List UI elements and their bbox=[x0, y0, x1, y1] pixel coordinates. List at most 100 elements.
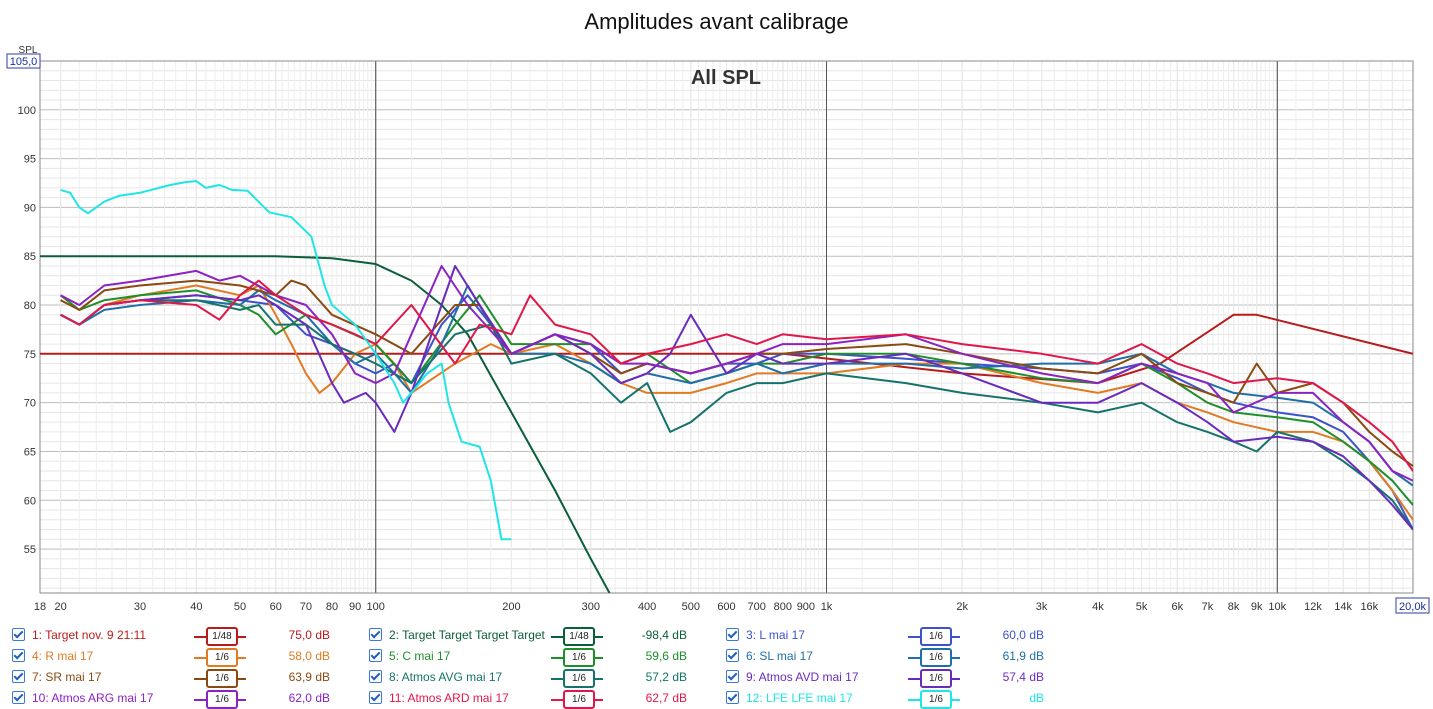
legend-checkbox[interactable] bbox=[12, 649, 25, 662]
legend-checkbox[interactable] bbox=[726, 670, 739, 683]
series-line-9 bbox=[60, 265, 1413, 531]
legend-label: 5: C mai 17 bbox=[389, 649, 451, 663]
curves bbox=[40, 180, 1413, 593]
legend-checkbox[interactable] bbox=[369, 649, 382, 662]
x-tick-label: 4k bbox=[1092, 601, 1104, 613]
x-max-label: 20,0k bbox=[1399, 601, 1426, 613]
legend-value: 63,9 dB bbox=[288, 670, 330, 684]
x-tick-label: 10k bbox=[1268, 601, 1286, 613]
x-tick-label: 200 bbox=[502, 601, 520, 613]
x-tick-label: 12k bbox=[1304, 601, 1322, 613]
smoothing-button[interactable]: 1/6 bbox=[206, 690, 238, 709]
legend-item: 4: R mai 17 1/6 58,0 dB bbox=[12, 647, 362, 667]
legend-checkbox[interactable] bbox=[12, 691, 25, 704]
x-tick-label: 800 bbox=[774, 601, 792, 613]
smoothing-button[interactable]: 1/48 bbox=[563, 627, 595, 646]
x-tick-label: 7k bbox=[1202, 601, 1214, 613]
legend-value: -98,4 dB bbox=[641, 628, 687, 642]
x-tick-label: 2k bbox=[956, 601, 968, 613]
x-tick-label: 600 bbox=[717, 601, 735, 613]
legend-checkbox[interactable] bbox=[369, 628, 382, 641]
legend-checkbox[interactable] bbox=[726, 628, 739, 641]
y-axis-label: SPL bbox=[19, 45, 38, 56]
y-tick-label: 85 bbox=[24, 251, 36, 263]
legend-item: 2: Target Target Target Target 1/48 -98,4 … bbox=[369, 626, 719, 646]
legend-value: 61,9 dB bbox=[1002, 649, 1044, 663]
legend-item: 9: Atmos AVD mai 17 1/6 57,4 dB bbox=[726, 668, 1076, 688]
series-line-12 bbox=[60, 180, 512, 541]
x-tick-label: 60 bbox=[270, 601, 282, 613]
legend-label: 6: SL mai 17 bbox=[746, 649, 813, 663]
legend-item: 3: L mai 17 1/6 60,0 dB bbox=[726, 626, 1076, 646]
smoothing-button[interactable]: 1/6 bbox=[920, 648, 952, 667]
y-tick-label: 100 bbox=[18, 105, 36, 117]
series-line-10 bbox=[60, 265, 1413, 482]
y-tick-label: 65 bbox=[24, 446, 36, 458]
legend-item: 10: Atmos ARG mai 17 1/6 62,0 dB bbox=[12, 689, 362, 709]
x-tick-label: 400 bbox=[638, 601, 656, 613]
legend-value: 62,0 dB bbox=[288, 691, 330, 705]
legend-label: 8: Atmos AVG mai 17 bbox=[389, 670, 503, 684]
legend-checkbox[interactable] bbox=[12, 670, 25, 683]
smoothing-button[interactable]: 1/6 bbox=[920, 627, 952, 646]
smoothing-button[interactable]: 1/6 bbox=[206, 648, 238, 667]
legend-value: 60,0 dB bbox=[1002, 628, 1044, 642]
legend-item: 8: Atmos AVG mai 17 1/6 57,2 dB bbox=[369, 668, 719, 688]
x-tick-label: 500 bbox=[682, 601, 700, 613]
legend-label: 4: R mai 17 bbox=[32, 649, 94, 663]
smoothing-button[interactable]: 1/6 bbox=[563, 690, 595, 709]
x-tick-label: 16k bbox=[1360, 601, 1378, 613]
smoothing-button[interactable]: 1/6 bbox=[563, 669, 595, 688]
y-max-box bbox=[6, 53, 41, 69]
legend-item: 5: C mai 17 1/6 59,6 dB bbox=[369, 647, 719, 667]
legend-checkbox[interactable] bbox=[726, 649, 739, 662]
x-tick-label: 100 bbox=[367, 601, 385, 613]
x-tick-label: 8k bbox=[1228, 601, 1240, 613]
series-line-11 bbox=[60, 279, 1413, 472]
legend-value: 57,2 dB bbox=[645, 670, 687, 684]
legend-item: 12: LFE LFE mai 17 1/6 dB bbox=[726, 689, 1076, 709]
y-tick-label: 55 bbox=[24, 544, 36, 556]
chart-title: Amplitudes avant calibrage bbox=[584, 9, 849, 34]
legend-checkbox[interactable] bbox=[369, 670, 382, 683]
legend-label: 7: SR mai 17 bbox=[32, 670, 102, 684]
smoothing-button[interactable]: 1/6 bbox=[920, 669, 952, 688]
legend-item: 7: SR mai 17 1/6 63,9 dB bbox=[12, 668, 362, 688]
x-tick-label: 3k bbox=[1036, 601, 1048, 613]
y-tick-label: 80 bbox=[24, 300, 36, 312]
y-tick-label: 60 bbox=[24, 495, 36, 507]
x-tick-label: 70 bbox=[300, 601, 312, 613]
smoothing-button[interactable]: 1/48 bbox=[206, 627, 238, 646]
grid bbox=[39, 60, 1414, 594]
series-line-8 bbox=[60, 299, 1413, 531]
x-tick-label: 90 bbox=[349, 601, 361, 613]
legend-checkbox[interactable] bbox=[12, 628, 25, 641]
y-tick-label: 75 bbox=[24, 349, 36, 361]
legend-label: 3: L mai 17 bbox=[746, 628, 805, 642]
legend-checkbox[interactable] bbox=[369, 691, 382, 704]
x-tick-label: 1k bbox=[821, 601, 833, 613]
legend-checkbox[interactable] bbox=[726, 691, 739, 704]
smoothing-button[interactable]: 1/6 bbox=[563, 648, 595, 667]
x-tick-label: 40 bbox=[190, 601, 202, 613]
x-tick-label: 300 bbox=[582, 601, 600, 613]
smoothing-button[interactable]: 1/6 bbox=[920, 690, 952, 709]
legend-item: 1: Target nov. 9 21:11 1/48 75,0 dB bbox=[12, 626, 362, 646]
y-max-label: 105,0 bbox=[10, 56, 38, 68]
smoothing-button[interactable]: 1/6 bbox=[206, 669, 238, 688]
legend-value: 62,7 dB bbox=[645, 691, 687, 705]
legend-value: 59,6 dB bbox=[645, 649, 687, 663]
x-tick-label: 14k bbox=[1334, 601, 1352, 613]
plot-frame bbox=[39, 60, 1414, 594]
legend-label: 10: Atmos ARG mai 17 bbox=[32, 691, 154, 705]
legend-item: 6: SL mai 17 1/6 61,9 dB bbox=[726, 647, 1076, 667]
legend-label: 9: Atmos AVD mai 17 bbox=[746, 670, 859, 684]
x-tick-label: 700 bbox=[747, 601, 765, 613]
legend-label: 1: Target nov. 9 21:11 bbox=[32, 628, 147, 642]
y-tick-label: 90 bbox=[24, 202, 36, 214]
x-tick-label: 9k bbox=[1251, 601, 1263, 613]
legend-label: 11: Atmos ARD mai 17 bbox=[389, 691, 509, 705]
x-tick-label: 50 bbox=[234, 601, 246, 613]
y-tick-label: 95 bbox=[24, 154, 36, 166]
